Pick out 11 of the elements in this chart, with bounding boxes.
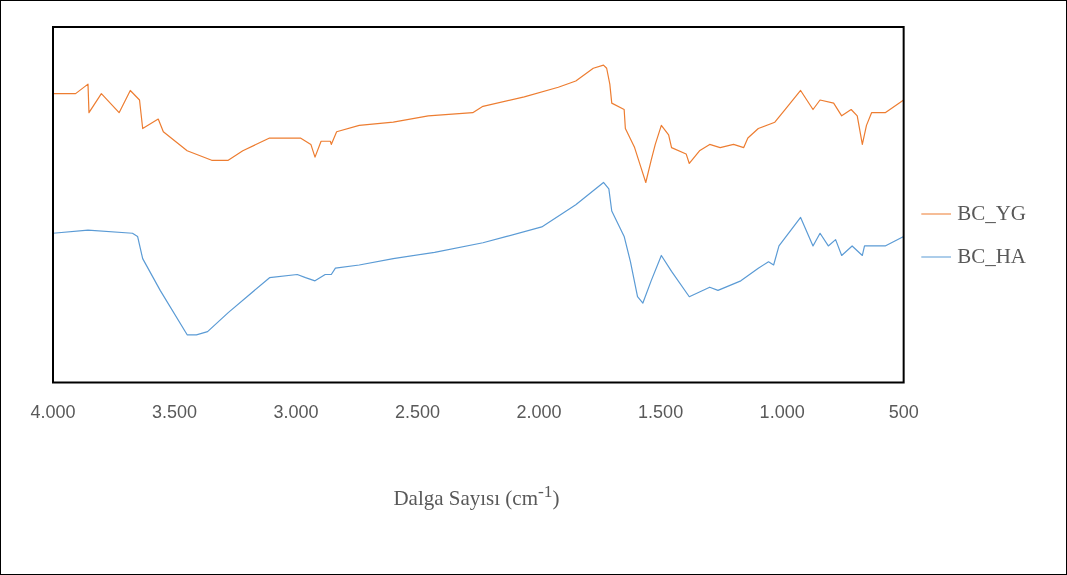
x-tick-label: 3.000 [273,402,319,423]
x-axis-title: Dalga Sayısı (cm$^{-1}$) [392,481,561,511]
legend-label: BC_YG [957,200,1027,225]
x-tick-label: 1.000 [759,402,805,423]
x-tick-label: 500 [888,402,919,423]
x-tick-label: 2.500 [395,402,441,423]
x-tick-label: 2.000 [516,402,562,423]
legend-label: BC_HA [957,243,1027,268]
x-tick-label: 3.500 [152,402,198,423]
x-tick-label: 1.500 [638,402,684,423]
x-tick-label: 4.000 [30,402,76,423]
